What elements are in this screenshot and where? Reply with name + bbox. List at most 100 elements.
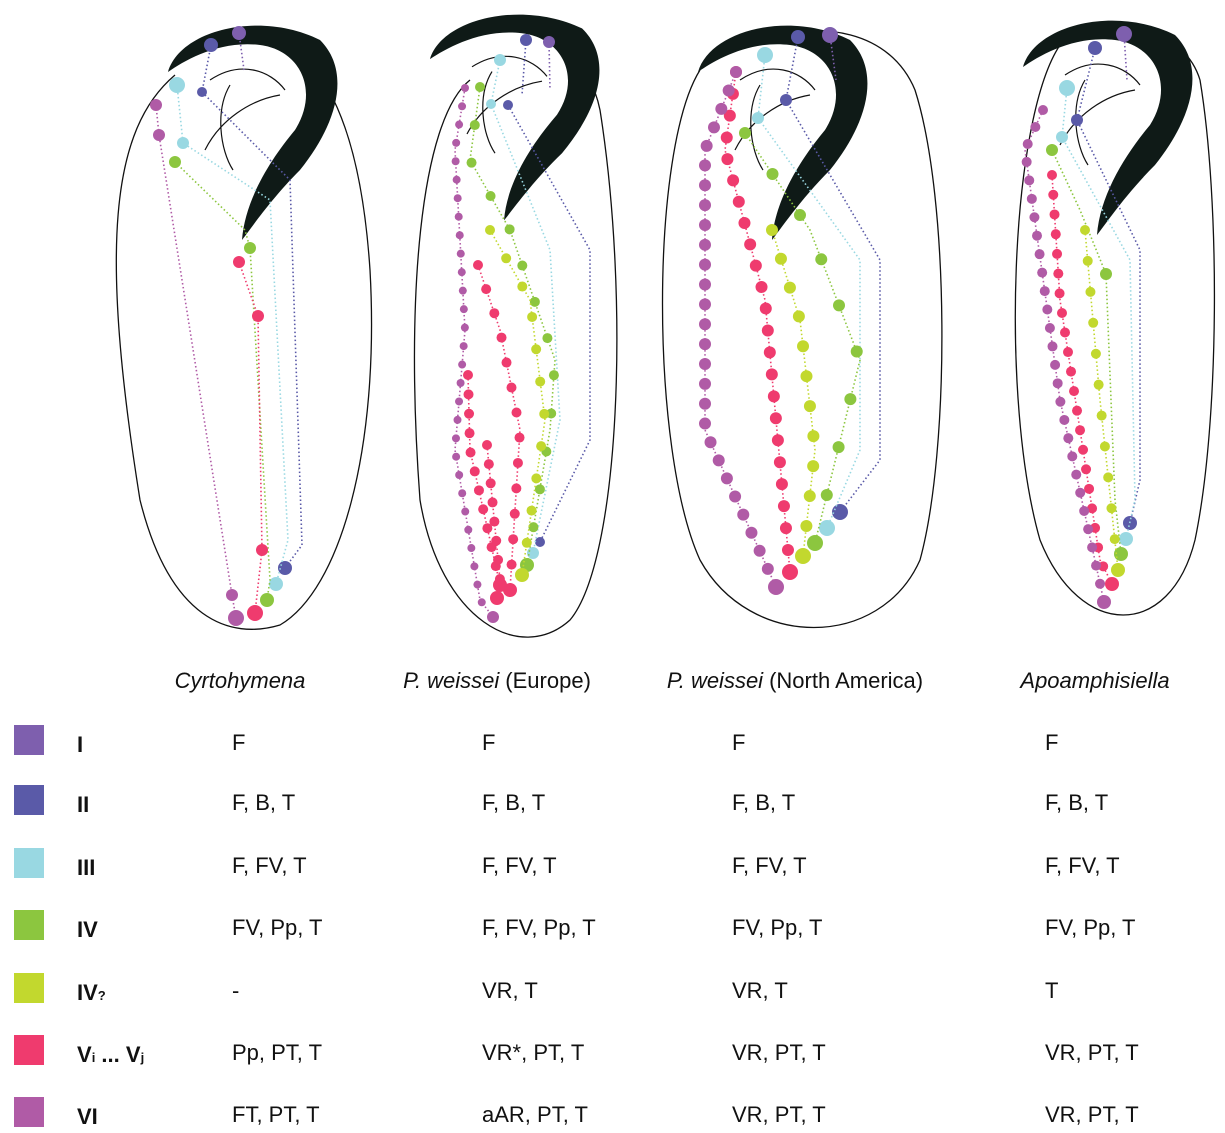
label-part: j	[141, 1050, 145, 1065]
cirrus	[1078, 445, 1088, 455]
cirrus	[762, 563, 774, 575]
cirrus	[1080, 225, 1090, 235]
cirrus	[522, 538, 532, 548]
cirrus	[278, 561, 292, 575]
label-part: II	[77, 792, 89, 817]
cirrus	[1106, 503, 1116, 513]
cirrus	[821, 489, 833, 501]
label-part: ... V	[95, 1042, 140, 1067]
cirrus	[727, 174, 739, 186]
cirrus	[1050, 209, 1060, 219]
cirrus	[780, 522, 792, 534]
cirrus	[807, 460, 819, 472]
cirrus	[1097, 595, 1111, 609]
cirrus	[528, 522, 538, 532]
cirrus	[543, 36, 555, 48]
cirrus	[1081, 464, 1091, 474]
cirrus	[766, 368, 778, 380]
cirrus	[233, 256, 245, 268]
table-cell: F, B, T	[482, 790, 545, 816]
cirrus	[494, 54, 506, 66]
cirrus	[775, 253, 787, 265]
cirrus	[502, 358, 512, 368]
cirrus	[756, 281, 768, 293]
label-part: V	[77, 1042, 92, 1067]
cirrus	[489, 517, 499, 527]
cirrus	[491, 536, 501, 546]
cirrus	[699, 159, 711, 171]
cirrus	[517, 282, 527, 292]
cirrus	[1083, 256, 1093, 266]
cirrus	[1035, 249, 1045, 259]
row-label: II	[77, 792, 89, 818]
cirrus	[484, 459, 494, 469]
cirrus	[1048, 190, 1058, 200]
table-cell: T	[1045, 978, 1058, 1004]
cell-drawings	[0, 0, 1225, 660]
color-swatch	[14, 973, 44, 1003]
cirrus	[804, 490, 816, 502]
cirrus	[497, 333, 507, 343]
cirrus	[1116, 26, 1132, 42]
cirrus	[452, 139, 460, 147]
cirrus	[204, 38, 218, 52]
cirrus	[784, 282, 796, 294]
cirrus	[1079, 506, 1089, 516]
adoral-zone	[168, 26, 337, 240]
color-swatch	[14, 725, 44, 755]
cirrus	[1083, 524, 1093, 534]
cirrus	[791, 30, 805, 44]
cirrus	[486, 191, 496, 201]
cirrus	[1075, 488, 1085, 498]
cirrus	[452, 434, 460, 442]
cirrus	[1103, 472, 1113, 482]
cirrus	[1071, 114, 1083, 126]
cirrus	[1059, 415, 1069, 425]
cirrus	[531, 473, 541, 483]
table-cell: FT, PT, T	[232, 1102, 320, 1128]
cirrus	[832, 504, 848, 520]
table-cell: F	[1045, 730, 1058, 756]
cirrus	[782, 564, 798, 580]
adoral-zone	[430, 15, 599, 221]
cirrus	[1056, 131, 1068, 143]
cirrus	[782, 544, 794, 556]
table-cell: F, FV, Pp, T	[482, 915, 596, 941]
cirrus	[452, 453, 460, 461]
kinety-row	[1052, 175, 1112, 584]
cirrus	[454, 194, 462, 202]
cirrus	[1027, 194, 1037, 204]
row-label: IV	[77, 917, 98, 943]
cirrus	[833, 299, 845, 311]
cirrus	[527, 506, 537, 516]
cirrus	[470, 562, 478, 570]
cirrus	[507, 560, 517, 570]
cirrus	[461, 324, 469, 332]
cirrus	[1022, 157, 1032, 167]
cirrus	[807, 535, 823, 551]
cirrus	[797, 340, 809, 352]
cirrus	[490, 591, 504, 605]
cirrus	[488, 497, 498, 507]
cirrus	[507, 383, 517, 393]
cirrus	[1050, 360, 1060, 370]
cirrus	[729, 491, 741, 503]
cirrus	[455, 121, 463, 129]
cirrus	[482, 440, 492, 450]
table-cell: aAR, PT, T	[482, 1102, 588, 1128]
cirrus	[461, 508, 469, 516]
cirrus	[699, 378, 711, 390]
cirrus	[766, 168, 778, 180]
table-cell: VR, PT, T	[732, 1040, 826, 1066]
cirrus	[513, 458, 523, 468]
cirrus	[486, 478, 496, 488]
cirrus	[1042, 305, 1052, 315]
cirrus	[269, 577, 283, 591]
color-swatch	[14, 785, 44, 815]
species-name: P. weissei(Europe)	[403, 668, 591, 694]
cirrus	[851, 346, 863, 358]
cirrus	[247, 605, 263, 621]
cirrus	[458, 489, 466, 497]
cirrus	[778, 500, 790, 512]
cirrus	[1024, 175, 1034, 185]
